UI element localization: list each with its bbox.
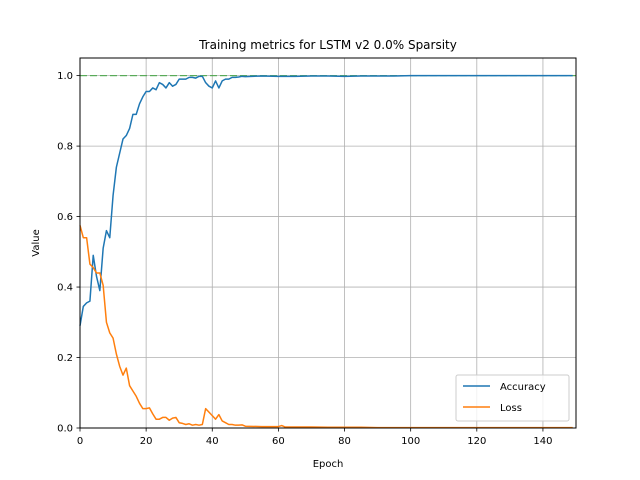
x-tick-label: 140 <box>533 436 552 447</box>
x-tick-label: 120 <box>467 436 486 447</box>
x-tick-label: 20 <box>140 436 153 447</box>
legend-label-loss: Loss <box>500 403 522 414</box>
x-tick-label: 80 <box>338 436 351 447</box>
plot-area <box>80 58 576 428</box>
x-tick-label: 100 <box>401 436 420 447</box>
x-axis-ticks: 0 20 40 60 80 100 120 140 <box>77 428 552 447</box>
y-tick-label: 0.8 <box>57 142 73 153</box>
x-tick-label: 40 <box>206 436 219 447</box>
y-tick-label: 1.0 <box>57 71 73 82</box>
x-tick-label: 0 <box>77 436 83 447</box>
y-tick-label: 0.6 <box>57 212 73 223</box>
x-tick-label: 60 <box>272 436 285 447</box>
y-tick-label: 0.0 <box>57 424 73 435</box>
series-line-accuracy <box>79 74 573 326</box>
x-axis-label: Epoch <box>313 459 344 470</box>
plot-frame <box>79 57 577 429</box>
series-layer <box>79 74 573 429</box>
legend-label-accuracy: Accuracy <box>500 382 546 393</box>
y-axis-label: Value <box>31 229 42 256</box>
chart-title: Training metrics for LSTM v2 0.0% Sparsi… <box>198 38 457 52</box>
y-axis-ticks: 0.0 0.2 0.4 0.6 0.8 1.0 <box>57 71 80 435</box>
legend: Accuracy Loss <box>455 374 570 422</box>
y-tick-label: 0.4 <box>57 283 73 294</box>
series-line-loss <box>79 225 573 429</box>
y-tick-label: 0.2 <box>57 353 73 364</box>
